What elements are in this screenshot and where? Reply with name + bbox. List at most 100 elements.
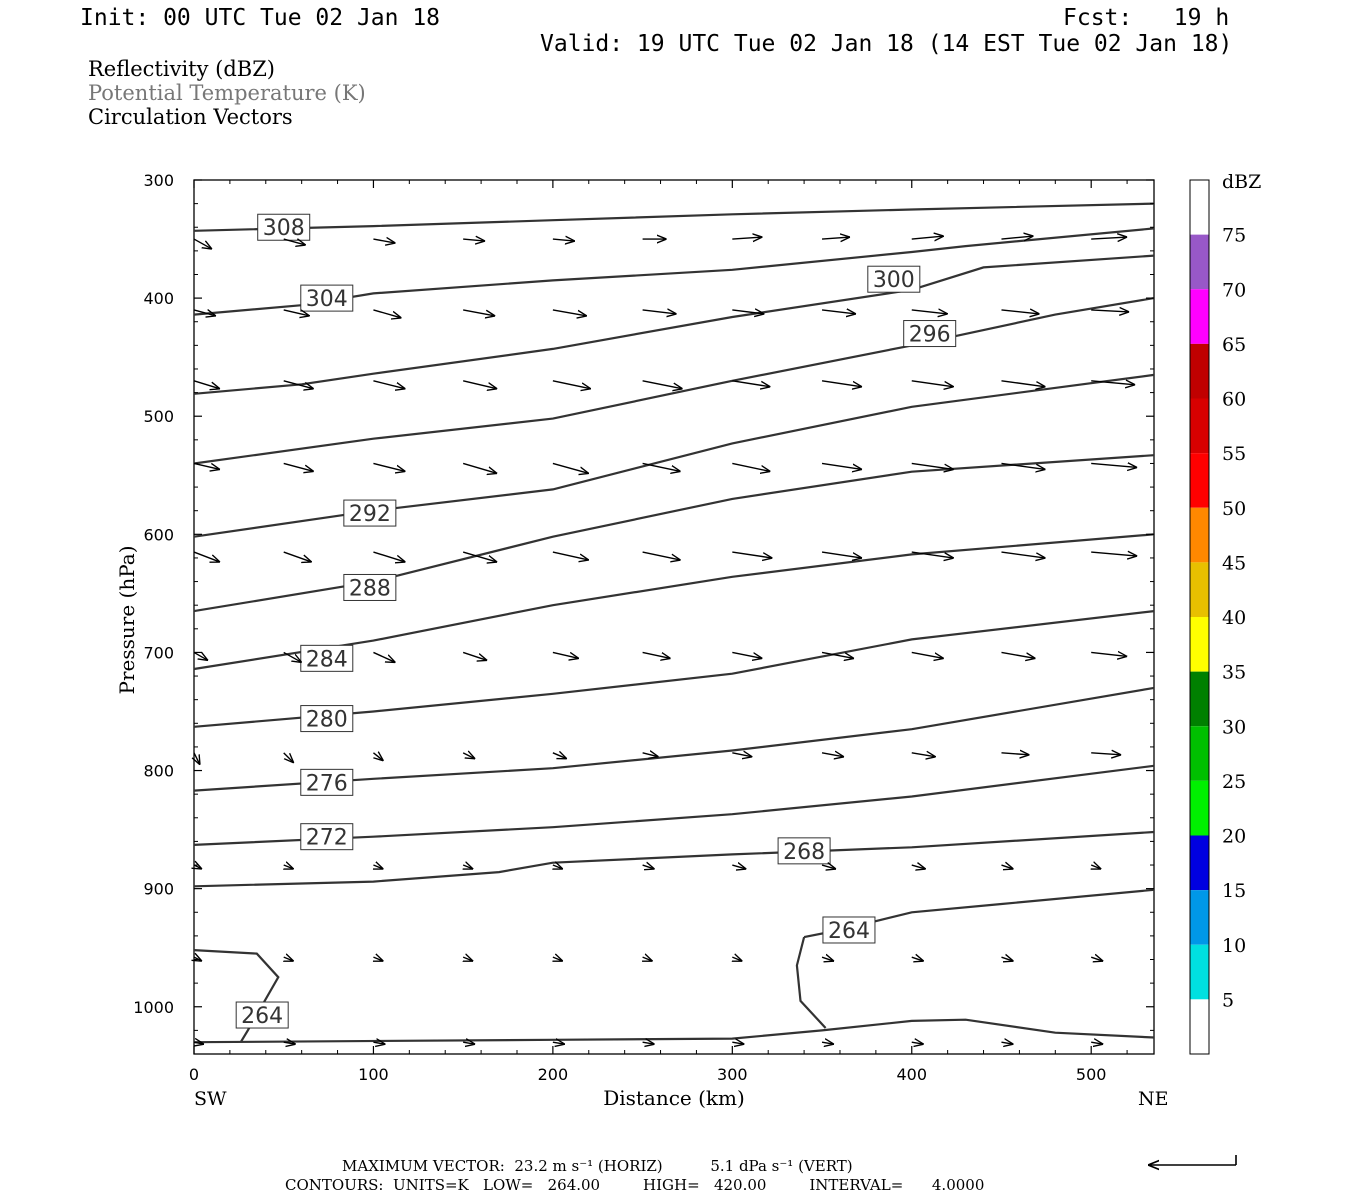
circulation-vector [373, 651, 395, 662]
y-tick-label: 700 [143, 643, 174, 662]
circulation-vector [193, 551, 220, 562]
circulation-vector [553, 865, 563, 869]
circulation-vector [732, 462, 770, 471]
circulation-vector [1001, 1042, 1013, 1044]
x-tick-label: 400 [896, 1065, 927, 1084]
circulation-vector [732, 865, 746, 869]
circulation-vector [373, 239, 395, 243]
circulation-vector [283, 309, 310, 316]
contour-label-264-b: 264 [241, 1004, 283, 1029]
contour-label-280: 280 [306, 708, 348, 733]
circulation-vector [732, 310, 764, 314]
circulation-vector [821, 237, 850, 239]
circulation-vector [194, 752, 200, 765]
contour-label-296: 296 [909, 323, 951, 348]
circulation-vector [821, 462, 862, 469]
circulation-vector [732, 957, 742, 961]
circulation-vector [1090, 957, 1103, 961]
circulation-vector [463, 957, 473, 961]
ne-end-label: NE [1138, 1088, 1169, 1110]
circulation-vector [373, 380, 405, 389]
circulation-vector [1091, 310, 1129, 312]
circulation-vector [911, 551, 954, 558]
circulation-vector [463, 865, 473, 869]
contour-info: CONTOURS: UNITS=K LOW= 264.00 HIGH= 420.… [285, 1176, 985, 1194]
colorbar-segment [1190, 835, 1209, 891]
circulation-vector [821, 551, 862, 558]
circulation-vector [732, 237, 762, 239]
circulation-vector [1001, 310, 1039, 314]
theta-contour-264-part-2 [795, 936, 827, 1029]
field-potential-temperature: Potential Temperature (K) [88, 81, 366, 105]
colorbar-segment [1190, 944, 1209, 1000]
circulation-vector [463, 239, 485, 241]
circulation-vector [911, 1042, 924, 1044]
circulation-vector [283, 551, 312, 562]
y-tick-label: 500 [143, 407, 174, 426]
circulation-vector [732, 753, 752, 757]
circulation-vector [373, 753, 383, 761]
circulation-vector [1001, 651, 1035, 658]
colorbar-segment [1190, 999, 1209, 1054]
circulation-vector [1091, 753, 1121, 755]
circulation-vector [1001, 865, 1013, 869]
x-tick-label: 500 [1076, 1065, 1107, 1084]
circulation-vector [552, 651, 579, 658]
x-tick-label: 200 [538, 1065, 569, 1084]
x-axis-label: Distance (km) [603, 1086, 745, 1110]
circulation-vector [821, 1042, 834, 1044]
circulation-vector [284, 957, 294, 961]
colorbar-segment [1190, 671, 1209, 727]
colorbar-segment [1190, 289, 1209, 344]
circulation-vector [1001, 551, 1045, 558]
contour-label-box-264-b [235, 1001, 289, 1029]
circulation-vector [194, 865, 202, 869]
circulation-vector [821, 380, 862, 387]
circulation-vector [193, 652, 208, 660]
theta-contour-292 [193, 373, 1155, 538]
circulation-vector [821, 310, 856, 314]
theta-contour-308 [193, 202, 1155, 232]
colorbar-segment [1190, 453, 1209, 508]
circulation-vector [373, 865, 383, 869]
circulation-vector [462, 753, 475, 759]
contour-label-272: 272 [306, 826, 348, 851]
contour-label-box-300 [867, 265, 921, 293]
theta-contour-264-part-1 [193, 949, 280, 1043]
y-tick-label: 800 [143, 762, 174, 781]
field-circulation-vectors: Circulation Vectors [88, 105, 293, 129]
contour-label-292: 292 [349, 502, 391, 527]
sw-end-label: SW [194, 1088, 227, 1110]
circulation-vector [642, 1042, 655, 1044]
field-reflectivity: Reflectivity (dBZ) [88, 57, 276, 81]
circulation-vector [283, 1042, 296, 1044]
circulation-vector [193, 380, 220, 389]
circulation-vector [283, 239, 306, 245]
colorbar-tick-label: 20 [1222, 826, 1246, 848]
colorbar-tick-label: 30 [1222, 716, 1246, 738]
colorbar-segment [1190, 507, 1209, 563]
colorbar-segment [1190, 234, 1209, 290]
contour-label-268: 268 [783, 840, 825, 865]
circulation-vector [462, 551, 497, 562]
valid-time: Valid: 19 UTC Tue 02 Jan 18 (14 EST Tue … [540, 31, 1233, 57]
circulation-vector [642, 651, 671, 658]
colorbar-tick-label: 40 [1222, 607, 1246, 629]
cross-section-plot: 308304300296292288284280276272268264264 … [115, 171, 1261, 1110]
contour-label-284: 284 [306, 647, 348, 672]
colorbar-segment [1190, 890, 1209, 945]
contour-label-box-284 [300, 644, 354, 672]
colorbar-tick-label: 70 [1222, 279, 1246, 301]
forecast-hour: Fcst: 19 h [1063, 5, 1230, 31]
contour-label-box-292 [343, 499, 397, 527]
colorbar-segment [1190, 617, 1209, 672]
circulation-vector [1091, 865, 1101, 869]
circulation-vector [642, 310, 677, 314]
circulation-vector [911, 462, 954, 469]
colorbar-tick-label: 60 [1222, 389, 1246, 411]
max-vector-info: MAXIMUM VECTOR: 23.2 m s⁻¹ (HORIZ) 5.1 d… [342, 1157, 853, 1175]
circulation-vector [1001, 753, 1029, 755]
contour-label-304: 304 [306, 287, 348, 312]
circulation-vector [552, 380, 591, 389]
circulation-vector [642, 551, 681, 560]
